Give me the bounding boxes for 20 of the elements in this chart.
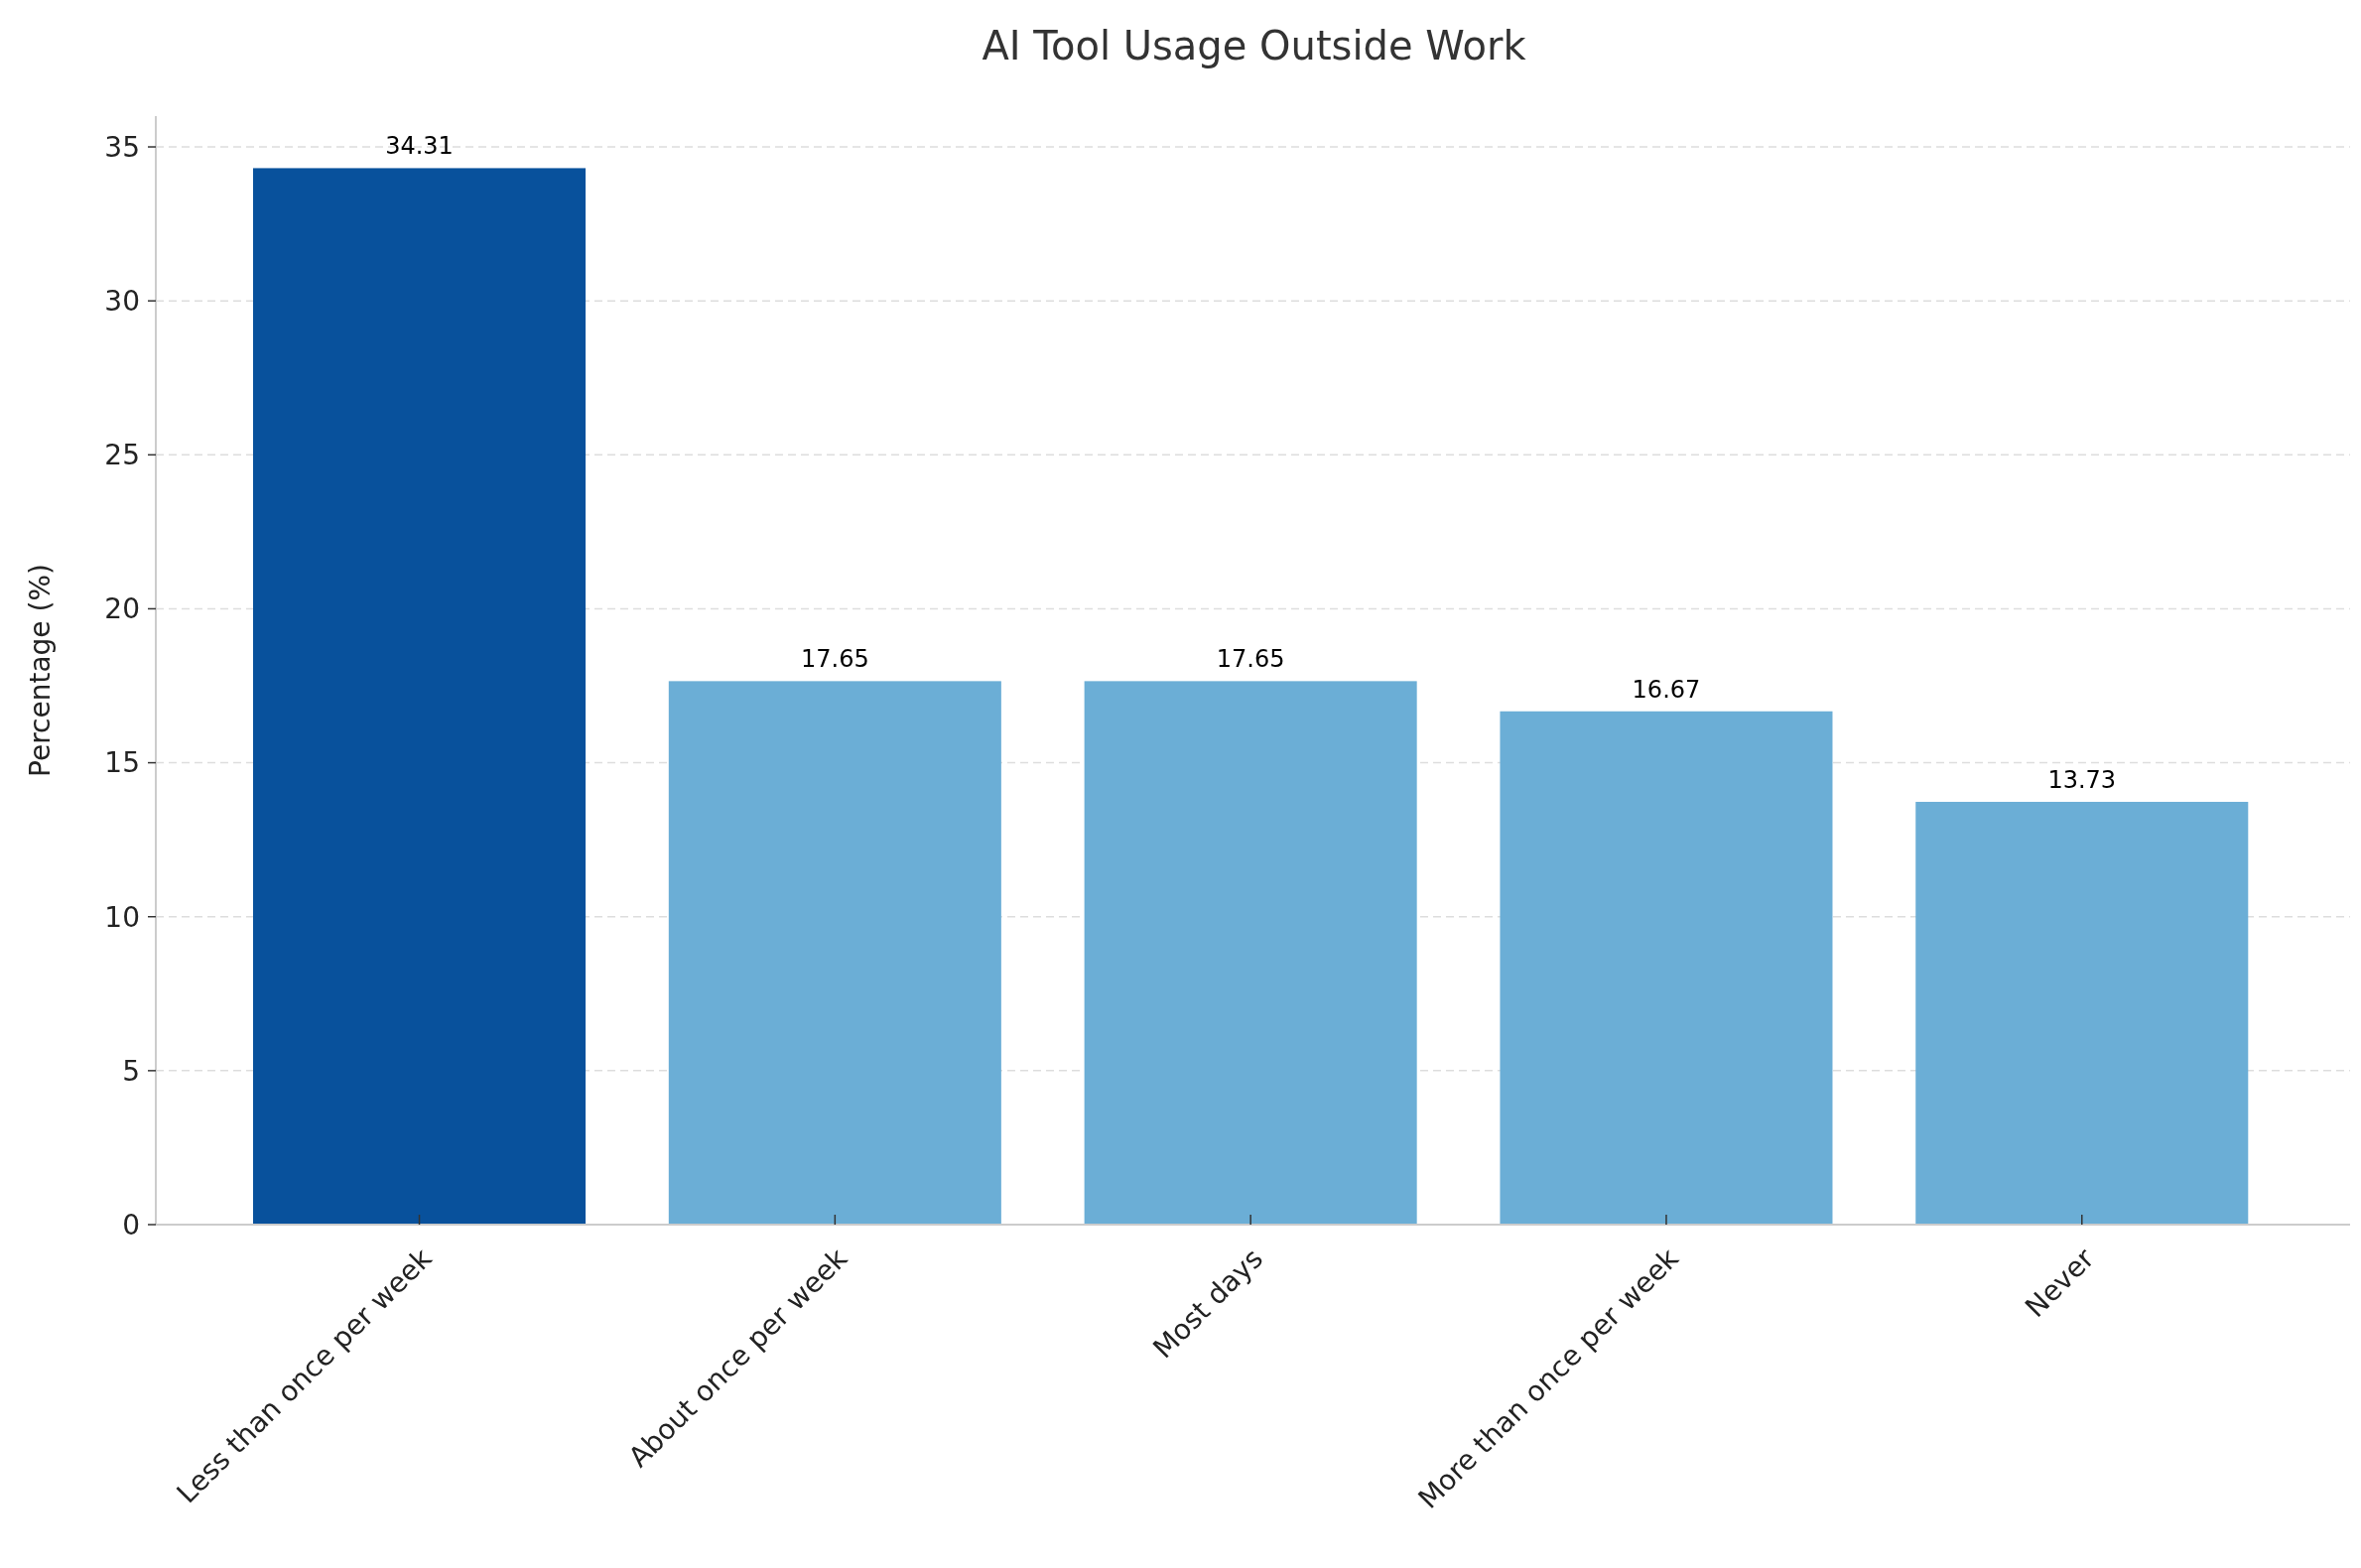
data-label: 13.73 [2047, 765, 2117, 794]
bar [253, 168, 587, 1225]
y-tick-label: 15 [104, 746, 140, 780]
bar [668, 681, 1001, 1225]
bar [1084, 681, 1417, 1225]
data-label: 34.31 [385, 132, 454, 161]
data-label: 17.65 [800, 645, 869, 674]
y-tick-label: 35 [104, 130, 140, 164]
y-tick-label: 0 [122, 1208, 140, 1241]
chart-title: AI Tool Usage Outside Work [982, 23, 1527, 68]
y-tick-label: 20 [104, 592, 140, 626]
bar [1500, 711, 1833, 1225]
y-axis-title: Percentage (%) [24, 564, 57, 777]
y-tick-label: 10 [104, 900, 140, 934]
y-tick-label: 25 [104, 439, 140, 472]
data-label: 17.65 [1216, 645, 1285, 674]
data-label: 16.67 [1632, 675, 1701, 704]
y-tick-label: 5 [122, 1054, 140, 1088]
bar [1915, 801, 2249, 1225]
y-tick-label: 30 [104, 284, 140, 318]
